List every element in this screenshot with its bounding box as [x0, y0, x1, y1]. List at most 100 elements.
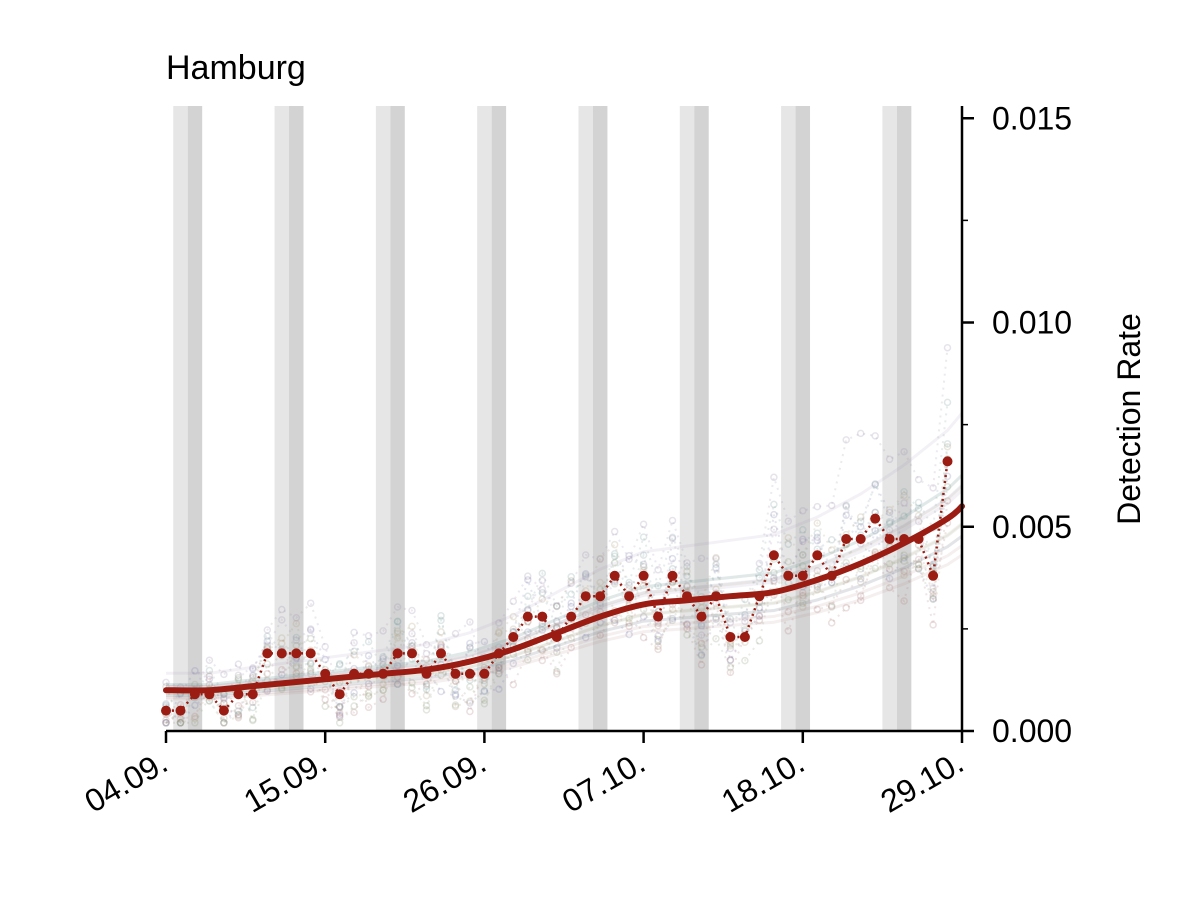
background-series-point [914, 565, 923, 573]
weekend-saturday-band [274, 106, 290, 731]
background-series-point [263, 641, 272, 650]
background-series-point [799, 507, 807, 515]
background-series-point [871, 480, 879, 489]
background-series-point [379, 660, 387, 669]
background-series-point [639, 581, 648, 590]
background-series-point [625, 614, 633, 623]
background-series-point [379, 653, 387, 661]
background-series-point [408, 679, 416, 687]
background-series-point [509, 659, 518, 668]
background-series-point [306, 669, 315, 678]
background-series-point [799, 551, 807, 559]
background-series-point [234, 711, 243, 719]
weekend-saturday-band [679, 106, 695, 731]
background-series-point [466, 644, 474, 652]
background-series-point [654, 642, 662, 651]
background-series-point [379, 686, 387, 694]
background-series-point [162, 678, 170, 687]
background-series-smooth [166, 412, 964, 675]
background-series-point [668, 614, 677, 623]
background-series-line [165, 347, 949, 724]
background-series-point [885, 565, 894, 574]
background-series-point [393, 617, 402, 626]
background-series-point [509, 597, 518, 606]
background-series-point [393, 634, 402, 642]
daily-series-point [522, 611, 533, 622]
weekend-sunday-band [694, 106, 709, 731]
background-series-point [610, 559, 619, 567]
daily-series-point [305, 648, 316, 659]
background-series-point [914, 560, 923, 569]
background-series-point [553, 602, 561, 610]
background-series-point [437, 687, 445, 696]
background-series-smooth [166, 553, 963, 701]
background-series-point [654, 637, 662, 646]
background-series-point [364, 692, 373, 701]
background-series-point [567, 643, 575, 652]
daily-series-point [783, 570, 794, 581]
background-series-point [422, 685, 431, 694]
background-series-point [871, 526, 879, 535]
background-series-point [799, 591, 807, 600]
background-series-point [393, 680, 402, 688]
daily-series-point [725, 632, 736, 642]
background-series-point [350, 628, 358, 637]
background-series-point [393, 617, 402, 626]
background-series-point [321, 695, 329, 704]
daily-series-point [812, 550, 823, 561]
background-series-point [350, 651, 358, 659]
background-series-point [813, 566, 822, 575]
background-series-point [943, 483, 952, 491]
background-series-point [393, 603, 402, 611]
background-series-point [929, 560, 937, 568]
background-series-point [321, 655, 329, 664]
background-series-point [234, 671, 243, 679]
chart-title: Hamburg [166, 49, 306, 87]
background-series-point [596, 631, 604, 640]
background-series-point [205, 666, 214, 675]
daily-series-point [204, 689, 215, 700]
background-series-point [900, 567, 908, 576]
background-series-point [335, 711, 344, 719]
background-series-point [726, 663, 735, 672]
background-series-point [929, 594, 937, 603]
weekend-saturday-band [173, 106, 188, 731]
background-series-point [364, 682, 373, 691]
background-series-point [538, 576, 547, 585]
background-series-point [234, 712, 243, 720]
background-series-point [466, 643, 474, 652]
background-series-point [451, 692, 460, 700]
background-series-point [914, 511, 923, 520]
background-series-point [885, 508, 894, 517]
background-series-point [524, 576, 532, 584]
background-series-point [827, 501, 836, 510]
daily-series-point [291, 648, 302, 659]
background-series-point [610, 540, 619, 549]
background-series-point [335, 659, 344, 668]
background-series-point [755, 611, 764, 620]
background-series-point [813, 519, 822, 527]
background-series-point [813, 605, 822, 614]
background-series-point [495, 663, 503, 671]
background-series-point [422, 649, 431, 658]
background-series-smooth [166, 489, 964, 689]
background-series-point [422, 682, 431, 690]
background-series-smooth [166, 474, 964, 686]
background-series-point [466, 707, 474, 716]
background-series-point [712, 554, 720, 563]
daily-series-point [407, 648, 417, 659]
daily-series-point [580, 591, 591, 602]
background-series-point [538, 588, 547, 597]
background-series-point [784, 627, 793, 635]
background-series-point [234, 713, 243, 722]
background-series-point [827, 546, 836, 554]
background-series-point [350, 638, 358, 647]
background-series-point [509, 680, 518, 689]
background-series-point [205, 656, 214, 664]
background-series-point [220, 719, 228, 727]
daily-series-point [928, 570, 939, 581]
background-series-point [668, 516, 677, 525]
daily-series-point [436, 648, 446, 659]
weekend-sunday-band [491, 106, 507, 731]
background-series-point [335, 702, 344, 711]
